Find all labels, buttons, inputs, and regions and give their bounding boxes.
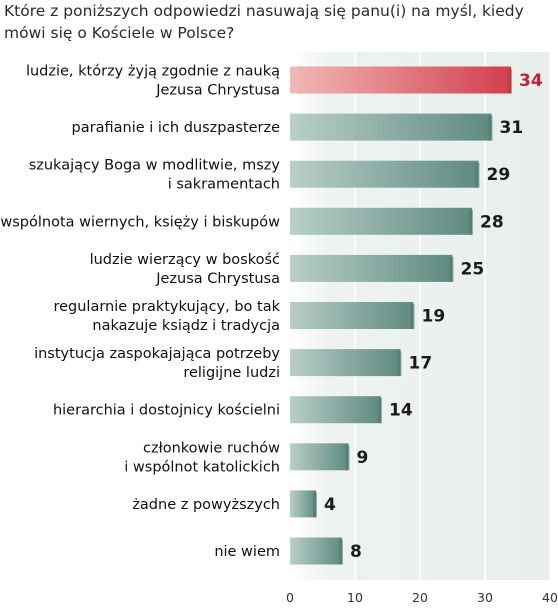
bar-edge (488, 115, 493, 141)
value-label: 4 (324, 495, 336, 515)
bar (290, 160, 479, 188)
bar-edge (345, 445, 350, 471)
value-label: 28 (480, 212, 504, 232)
category-label-line: nakazuje ksiądz i tradycja (92, 318, 280, 334)
category-label-line: hierarchia i dostojnicy kościelni (53, 403, 280, 419)
bar (290, 396, 381, 424)
bar-edge (397, 351, 402, 377)
bar (290, 66, 511, 94)
category-label: regularnie praktykujący, bo tak nakazuje … (53, 299, 280, 334)
category-label: nie wiem (214, 544, 280, 560)
x-tick-label: 40 (542, 590, 558, 605)
bar (290, 349, 401, 377)
bar (290, 113, 492, 141)
category-label-line: instytucja zaspokajająca potrzeby (34, 346, 280, 362)
bar-edge (410, 304, 415, 329)
bars (290, 66, 512, 565)
value-label: 29 (487, 165, 511, 185)
bar-edge (313, 492, 317, 518)
category-label-line: i sakramentach (168, 177, 280, 193)
value-label: 31 (500, 118, 524, 138)
category-label: wspólnota wiernych, księży i biskupów (0, 214, 280, 230)
chart-title: Które z poniższych odpowiedzi nasuwają s… (4, 2, 524, 42)
bar-edge (339, 539, 343, 565)
category-label-line: wspólnota wiernych, księży i biskupów (0, 214, 280, 230)
value-labels: 34 31 29 28 25 19 17 14 9 4 8 (324, 71, 543, 562)
category-label-line: regularnie praktykujący, bo tak (53, 299, 280, 315)
bar (290, 302, 414, 329)
bar (290, 207, 472, 235)
bar-edge (449, 256, 454, 282)
category-label: hierarchia i dostojnicy kościelni (53, 403, 280, 419)
value-label: 17 (409, 354, 433, 374)
category-label-line: Jezusa Chrystusa (155, 271, 280, 287)
value-label: 8 (350, 542, 362, 562)
category-labels: ludzie, którzy żyją zgodnie z nauką Jezus… (0, 64, 280, 561)
value-label: 19 (422, 307, 446, 327)
category-label-line: szukający Boga w modlitwie, mszy (29, 158, 281, 174)
category-label: ludzie, którzy żyją zgodnie z nauką Jezus… (26, 64, 280, 99)
x-tick-label: 0 (286, 590, 294, 605)
category-label-line: nie wiem (214, 544, 280, 560)
bar (290, 254, 453, 282)
x-tick-label: 20 (412, 590, 428, 605)
category-label-line: członkowie ruchów (143, 440, 280, 456)
category-label: ludzie wierzący w boskość Jezusa Chrystus… (90, 252, 280, 287)
category-label-line: i wspólnot katolickich (124, 459, 280, 475)
category-label-line: ludzie wierzący w boskość (90, 252, 280, 268)
bar (290, 443, 349, 471)
category-label: parafianie i ich duszpasterze (72, 120, 281, 136)
category-label-line: żadne z powyższych (132, 497, 280, 513)
category-label-line: religijne ludzi (183, 365, 280, 381)
category-label-line: parafianie i ich duszpasterze (72, 120, 281, 136)
bar-edge (508, 68, 512, 94)
bar-edge (469, 209, 473, 235)
bar-edge (378, 398, 382, 424)
value-label: 25 (461, 259, 485, 279)
x-axis-ticks: 0 10 20 30 40 (286, 590, 558, 605)
category-label-line: Jezusa Chrystusa (155, 83, 280, 99)
category-label: członkowie ruchów i wspólnot katolickich (124, 440, 280, 475)
value-label: 14 (389, 401, 413, 421)
value-label: 9 (357, 448, 369, 468)
bar (290, 490, 316, 518)
category-label: żadne z powyższych (132, 497, 280, 513)
bar-edge (475, 162, 480, 188)
x-tick-label: 30 (477, 590, 493, 605)
bar (290, 537, 342, 565)
category-label-line: ludzie, którzy żyją zgodnie z nauką (26, 64, 280, 80)
category-label: instytucja zaspokajająca potrzeby religij… (34, 346, 280, 381)
category-label: szukający Boga w modlitwie, mszy i sakram… (29, 158, 281, 193)
value-label: 34 (519, 71, 543, 91)
x-tick-label: 10 (347, 590, 363, 605)
